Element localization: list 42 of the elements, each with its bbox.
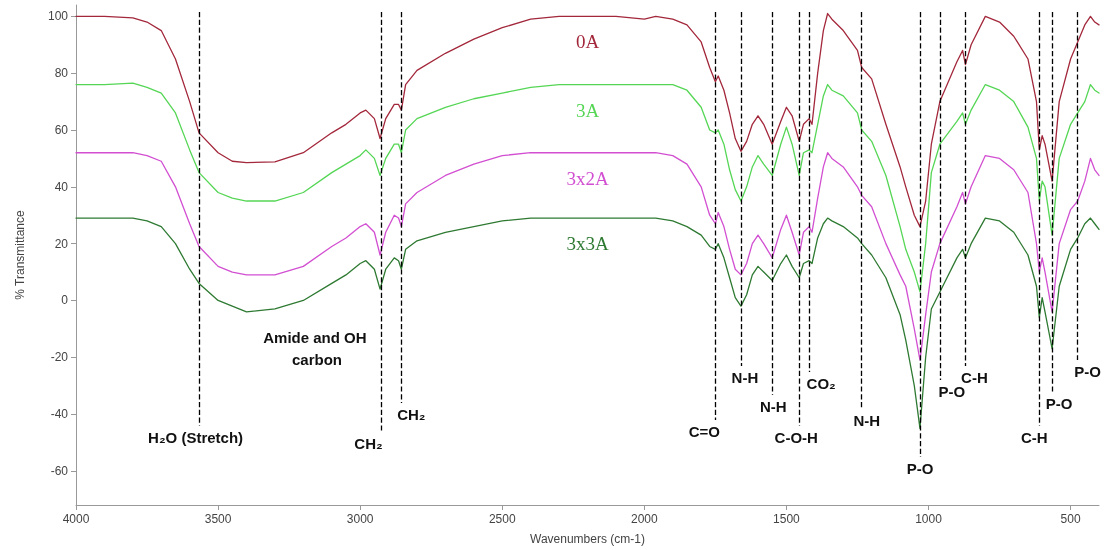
ref-line-label: CH₂ (397, 406, 426, 423)
ref-line-label: C-H (961, 369, 988, 386)
ref-line-label: H₂O (Stretch) (148, 429, 244, 446)
x-tick-label: 1500 (773, 512, 801, 526)
ref-line-label: N-H (853, 412, 881, 429)
ref-line-label: C-H (1020, 429, 1048, 446)
x-tick-label: 2500 (488, 512, 516, 526)
y-tick-label: -20 (50, 350, 69, 365)
x-tick-label: 1000 (915, 512, 943, 526)
line-series (75, 12, 1100, 228)
y-tick-label: 80 (54, 66, 69, 81)
x-tick-label: 3000 (346, 512, 374, 526)
series-label: 3A (575, 99, 600, 121)
ref-line-label: P-O (1045, 395, 1073, 412)
series-label: 3x3A (566, 233, 609, 255)
ref-line-label: P-O (938, 383, 966, 400)
x-tick-label: 500 (1060, 512, 1081, 526)
y-tick-label: -60 (50, 463, 69, 478)
ref-line-label: CO₂ (806, 375, 836, 392)
line-series (75, 217, 1100, 429)
ref-line-label: P-O (906, 460, 934, 477)
x-tick-label: 2000 (630, 512, 658, 526)
y-axis-title: % Transmittance (13, 209, 27, 300)
x-axis-title: Wavenumbers (cm-1) (530, 532, 645, 546)
ref-line-label: P-O (1074, 363, 1102, 380)
ref-line-label: C=O (688, 423, 721, 440)
y-tick-label: 40 (54, 179, 69, 194)
ref-line-label: N-H (731, 369, 759, 386)
ref-line-label: CH₂ (354, 435, 383, 452)
x-tick-label: 4000 (62, 512, 90, 526)
y-tick-label: 20 (54, 236, 69, 251)
ref-line-label: C-O-H (774, 429, 818, 446)
y-tick-label: -40 (50, 407, 69, 422)
ref-line-label: N-H (759, 398, 787, 415)
y-tick-label: 0 (61, 293, 69, 308)
annotation: Amide and OH carbon (263, 328, 371, 368)
x-tick-label: 3500 (204, 512, 232, 526)
line-series (75, 82, 1100, 293)
series-label: 0A (575, 31, 600, 53)
y-tick-label: 100 (47, 9, 69, 24)
series-label: 3x2A (566, 167, 609, 189)
y-tick-label: 60 (54, 123, 69, 137)
